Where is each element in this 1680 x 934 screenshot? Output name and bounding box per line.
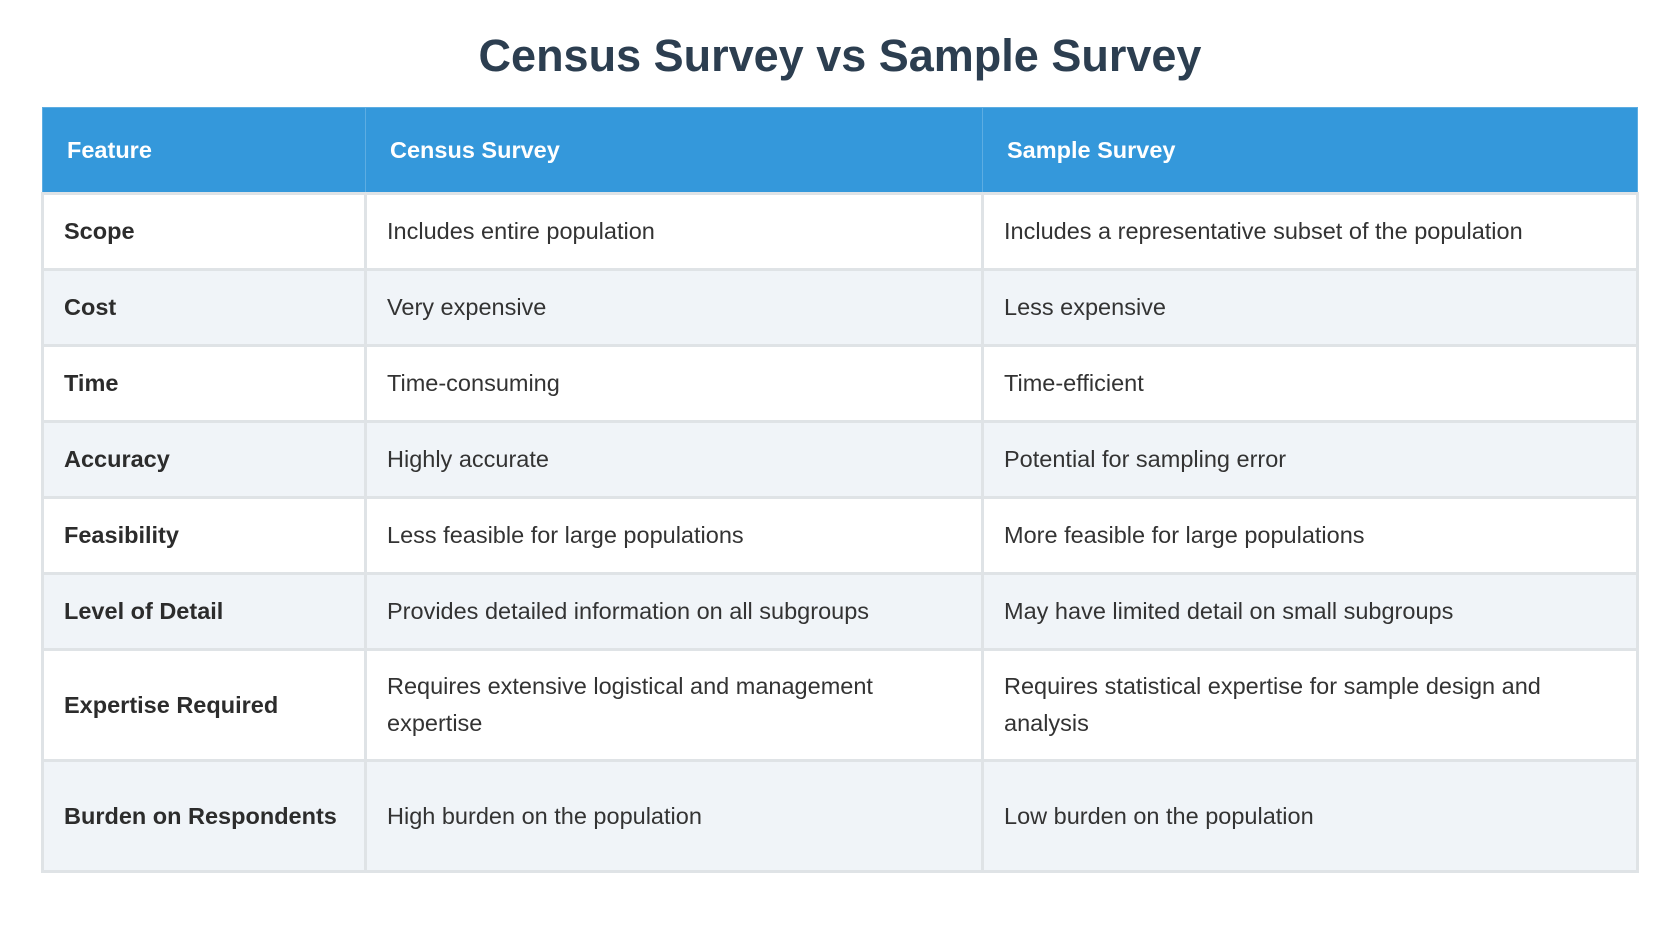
census-cell: Time-consuming bbox=[364, 344, 984, 423]
header-feature: Feature bbox=[42, 107, 366, 194]
feature-cell: Level of Detail bbox=[41, 572, 367, 651]
header-sample: Sample Survey bbox=[982, 107, 1638, 194]
table-row: Cost Very expensive Less expensive bbox=[41, 268, 1639, 347]
census-cell: High burden on the population bbox=[364, 759, 984, 873]
table-row: Burden on Respondents High burden on the … bbox=[41, 759, 1639, 873]
feature-cell: Time bbox=[41, 344, 367, 423]
sample-cell: Time-efficient bbox=[981, 344, 1639, 423]
census-cell: Very expensive bbox=[364, 268, 984, 347]
comparison-table: Feature Census Survey Sample Survey Scop… bbox=[41, 107, 1639, 873]
sample-cell: Includes a representative subset of the … bbox=[981, 192, 1639, 271]
table-row: Accuracy Highly accurate Potential for sam… bbox=[41, 420, 1639, 499]
feature-cell: Scope bbox=[41, 192, 367, 271]
sample-cell: Potential for sampling error bbox=[981, 420, 1639, 499]
table-row: Level of Detail Provides detailed informa… bbox=[41, 572, 1639, 651]
feature-cell: Expertise Required bbox=[41, 648, 367, 762]
table-row: Feasibility Less feasible for large popul… bbox=[41, 496, 1639, 575]
census-cell: Includes entire population bbox=[364, 192, 984, 271]
sample-cell: More feasible for large populations bbox=[981, 496, 1639, 575]
census-cell: Requires extensive logistical and manage… bbox=[364, 648, 984, 762]
census-cell: Provides detailed information on all sub… bbox=[364, 572, 984, 651]
table-row: Time Time-consuming Time-efficient bbox=[41, 344, 1639, 423]
feature-cell: Cost bbox=[41, 268, 367, 347]
table-row: Scope Includes entire population Includes … bbox=[41, 192, 1639, 271]
sample-cell: Less expensive bbox=[981, 268, 1639, 347]
page-title: Census Survey vs Sample Survey bbox=[478, 30, 1202, 81]
census-cell: Less feasible for large populations bbox=[364, 496, 984, 575]
sample-cell: Requires statistical expertise for sampl… bbox=[981, 648, 1639, 762]
feature-cell: Feasibility bbox=[41, 496, 367, 575]
header-row: Feature Census Survey Sample Survey bbox=[42, 107, 1638, 194]
sample-cell: Low burden on the population bbox=[981, 759, 1639, 873]
feature-cell: Burden on Respondents bbox=[41, 759, 367, 873]
feature-cell: Accuracy bbox=[41, 420, 367, 499]
sample-cell: May have limited detail on small subgrou… bbox=[981, 572, 1639, 651]
census-cell: Highly accurate bbox=[364, 420, 984, 499]
header-census: Census Survey bbox=[365, 107, 983, 194]
table-row: Expertise Required Requires extensive log… bbox=[41, 648, 1639, 762]
